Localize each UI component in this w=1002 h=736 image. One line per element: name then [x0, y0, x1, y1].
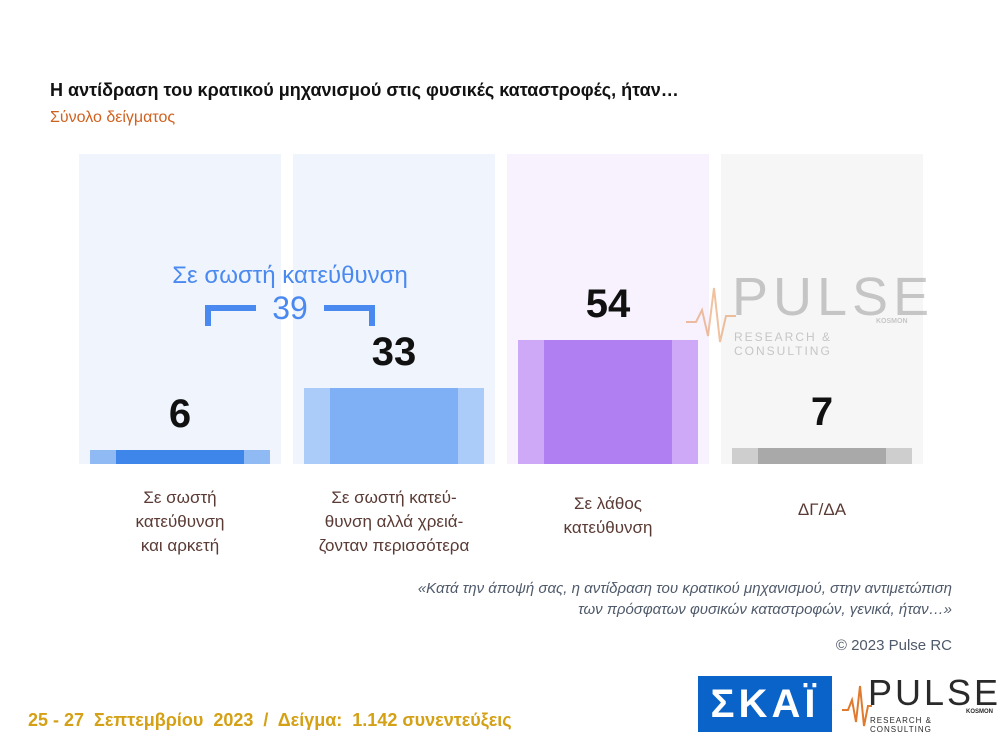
pulse-logo-wave-icon — [842, 685, 872, 727]
pulse-logo-word: PULSE — [868, 672, 1002, 713]
bar-fill — [330, 388, 458, 464]
chart-subtitle: Σύνολο δείγματος — [50, 109, 176, 126]
bar — [90, 450, 270, 464]
pulse-wave-icon — [686, 287, 736, 343]
pulse-logo-small: KOSMON — [966, 709, 993, 715]
watermark-small: KOSMON — [876, 318, 908, 325]
bar — [518, 339, 698, 464]
pulse-logo: PULSE KOSMON RESEARCH & CONSULTING — [842, 672, 998, 734]
bar-panel — [721, 154, 923, 464]
footer-fieldwork: 25 - 27 Σεπτεμβρίου 2023 / Δείγμα: 1.142… — [28, 710, 512, 730]
bar-fill — [544, 339, 672, 464]
combined-annotation-label: Σε σωστή κατεύθυνση — [172, 262, 408, 289]
bar-fill — [758, 447, 886, 464]
category-label: ΔΓ/ΔΑ — [797, 500, 847, 519]
copyright: © 2023 Pulse RC — [835, 637, 952, 654]
skai-logo: ΣΚΑΪ — [698, 676, 832, 732]
bar-fill — [116, 450, 244, 464]
value-label: 6 — [168, 392, 192, 437]
bar — [732, 447, 912, 464]
watermark-sub: RESEARCH & CONSULTING — [734, 330, 833, 358]
question-text: «Κατά την άποψή σας, η αντίδραση του κρα… — [417, 580, 952, 618]
pulse-watermark: PULSE KOSMON RESEARCH & CONSULTING — [686, 266, 929, 358]
bar — [304, 388, 484, 464]
combined-annotation-bracket — [205, 305, 375, 326]
combined-annotation-value: 39 — [272, 290, 308, 326]
pulse-logo-sub: RESEARCH & CONSULTING — [870, 716, 933, 734]
category-label: Σε σωστή κατεύθυνση και αρκετή — [135, 488, 225, 555]
watermark-word: PULSE — [732, 267, 935, 327]
category-label: Σε σωστή κατεύ- θυνση αλλά χρειά- ζονταν… — [318, 488, 470, 555]
value-label: 54 — [585, 281, 631, 326]
chart-title: Η αντίδραση του κρατικού μηχανισμού στις… — [50, 80, 679, 100]
category-label: Σε λάθος κατεύθυνση — [563, 494, 653, 537]
value-label: 7 — [810, 389, 834, 434]
value-label: 33 — [371, 330, 417, 375]
